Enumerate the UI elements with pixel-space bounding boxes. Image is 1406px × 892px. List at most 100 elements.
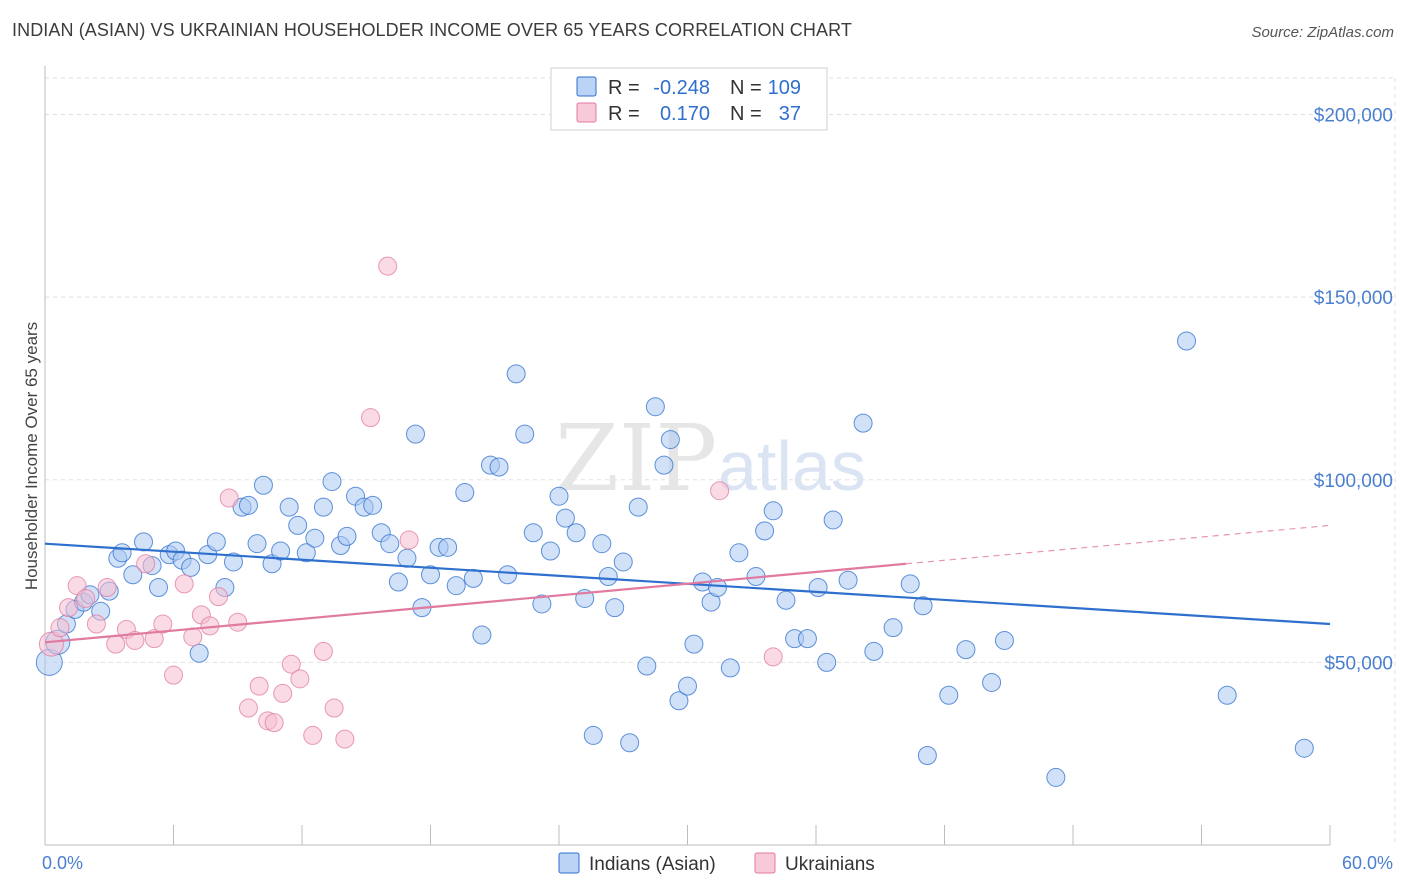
x-tick-label-min: 0.0% [42, 853, 83, 873]
legend-n-label-1: N = [730, 77, 762, 99]
legend-r-label-2: R = [608, 103, 640, 125]
indian-point-11 [123, 565, 143, 585]
indian-point-67 [592, 534, 612, 554]
legend-r-value-2: 0.170 [660, 103, 710, 125]
indian-point-19 [189, 643, 209, 663]
indian-point-70 [613, 552, 633, 572]
ukrainian-point-11 [136, 554, 156, 574]
indian-point-105 [1046, 767, 1066, 787]
indian-point-103 [982, 672, 1002, 692]
indian-point-74 [645, 397, 665, 417]
indian-point-88 [776, 590, 796, 610]
indian-point-42 [380, 534, 400, 554]
indian-point-45 [406, 424, 426, 444]
chart-title: INDIAN (ASIAN) VS UKRAINIAN HOUSEHOLDER … [12, 20, 852, 40]
ukrainian-point-28 [290, 669, 310, 689]
indian-point-79 [684, 634, 704, 654]
ukrainian-point-15 [174, 574, 194, 594]
bottom-legend-label-indians: Indians (Asian) [589, 854, 716, 875]
ukrainian-point-5 [76, 588, 96, 608]
y-tick-label-4: $200,000 [1314, 106, 1393, 127]
ukrainian-point-21 [228, 612, 248, 632]
ukrainian-point-29 [303, 725, 323, 745]
ukrainian-point-27 [281, 654, 301, 674]
watermark-atlas: atlas [718, 427, 866, 505]
watermark-zip: ZIP [555, 405, 717, 512]
indian-point-93 [823, 510, 843, 530]
indian-point-96 [864, 641, 884, 661]
indian-point-26 [247, 534, 267, 554]
source-label: Source: ZipAtlas.com [1251, 24, 1394, 41]
legend-swatch-pink [576, 102, 597, 123]
indian-point-37 [337, 526, 357, 546]
indian-point-33 [305, 528, 325, 548]
ukrainian-point-35 [399, 530, 419, 550]
indian-point-18 [181, 557, 201, 577]
ukrainian-point-13 [153, 614, 173, 634]
x-tick-labels: 0.0% 60.0% [42, 853, 1393, 873]
ukrainian-point-37 [763, 647, 783, 667]
indian-point-108 [1294, 738, 1314, 758]
series-ukrainians [38, 256, 783, 749]
legend-n-label-2: N = [730, 103, 762, 125]
ukrainian-point-36 [710, 481, 730, 501]
legend-r-value-1: -0.248 [653, 77, 710, 99]
y-tick-label-2: $100,000 [1314, 471, 1393, 492]
indian-point-27 [253, 475, 273, 495]
watermark: ZIP atlas [555, 405, 866, 512]
indian-point-107 [1217, 685, 1237, 705]
indian-point-50 [446, 576, 466, 596]
indian-point-34 [313, 497, 333, 517]
indian-point-92 [817, 652, 837, 672]
indian-point-62 [549, 486, 569, 506]
ukrainian-point-14 [164, 665, 183, 685]
indian-point-106 [1177, 331, 1197, 351]
indian-point-58 [515, 424, 535, 444]
indian-point-101 [939, 685, 959, 705]
indian-point-99 [913, 596, 933, 616]
indian-point-84 [729, 543, 749, 563]
indian-point-76 [660, 430, 680, 450]
indian-point-55 [489, 457, 509, 477]
indian-point-91 [808, 578, 828, 598]
indian-point-35 [322, 472, 342, 492]
indian-point-95 [853, 413, 873, 433]
legend-swatch-blue [576, 76, 597, 97]
y-tick-label-3: $150,000 [1314, 288, 1393, 309]
indian-point-51 [455, 483, 475, 503]
trend-line-ukrainians [44, 562, 907, 644]
ukrainian-point-20 [219, 488, 239, 508]
indian-point-64 [566, 523, 586, 543]
indian-point-94 [838, 570, 858, 590]
indian-point-98 [900, 574, 920, 594]
legend-r-label-1: R = [608, 77, 640, 99]
indian-point-49 [438, 537, 458, 557]
indian-point-86 [755, 521, 775, 541]
ukrainian-point-6 [86, 614, 106, 634]
series-indians-asian [35, 331, 1314, 787]
ukrainian-point-12 [144, 629, 164, 649]
indian-point-69 [605, 598, 625, 618]
indian-point-82 [707, 578, 727, 598]
indian-point-40 [363, 495, 383, 515]
ukrainian-point-23 [249, 676, 269, 696]
indian-point-77 [669, 691, 689, 711]
indian-point-87 [763, 501, 783, 521]
indian-point-68 [598, 567, 618, 587]
ukrainian-point-7 [97, 578, 117, 598]
y-tick-labels: $50,000 $100,000 $150,000 $200,000 [1314, 106, 1393, 675]
ukrainian-point-16 [183, 627, 203, 647]
indian-point-97 [883, 618, 903, 638]
axes [44, 66, 1331, 846]
legend-box [550, 67, 828, 131]
indian-point-25 [238, 495, 258, 515]
ukrainian-point-26 [273, 683, 293, 703]
indian-point-104 [994, 630, 1014, 650]
bottom-legend: Indians (Asian) Ukrainians [558, 852, 875, 875]
indian-point-61 [540, 541, 560, 561]
indian-point-29 [271, 541, 291, 561]
indian-point-102 [956, 640, 976, 660]
ukrainian-point-22 [238, 698, 258, 718]
indian-point-43 [388, 572, 408, 592]
ukrainian-point-30 [313, 641, 333, 661]
